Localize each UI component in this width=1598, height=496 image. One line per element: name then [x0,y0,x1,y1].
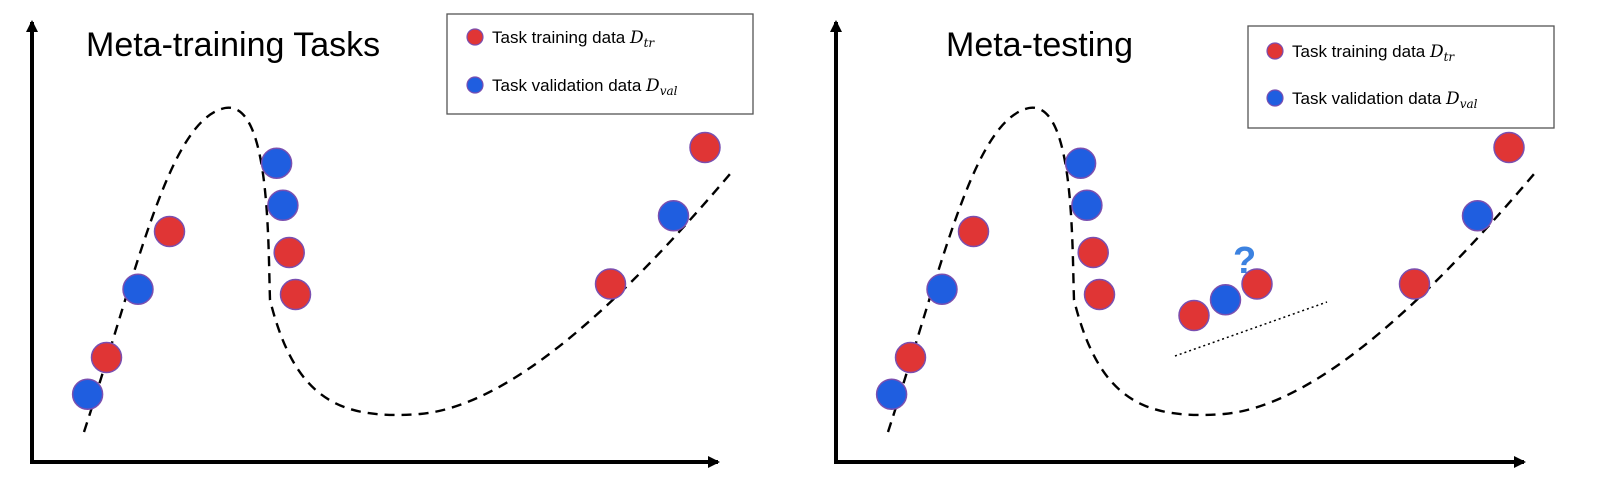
legend-training-text: Task training data Dtr [492,28,655,50]
validation-data-point [875,378,908,410]
validation-data-point [926,273,958,305]
legend-validation-text: Task validation data Dval [492,76,678,98]
training-data-point [894,341,927,374]
validation-data-point [267,189,299,221]
training-data-point [90,341,123,374]
legend-validation-text: Task validation data Dval [1292,89,1478,111]
validation-data-point [1209,284,1242,316]
training-data-point [1398,268,1431,300]
training-data-point [689,131,721,164]
training-data-point [1178,299,1210,332]
query-task-fit-line [1174,301,1328,357]
legend-training-marker [1266,42,1284,60]
validation-data-point [657,200,690,232]
training-data-point [279,278,312,311]
validation-data-point [1071,189,1103,221]
legend: Task training data Dtr Task validation d… [1247,25,1555,129]
legend: Task training data Dtr Task validation d… [446,13,754,115]
panel-title: Meta-testing [946,26,1133,64]
task-curve [886,106,1535,433]
validation-data-point [122,273,154,305]
query-task-points [1178,268,1273,332]
legend-training-text: Task training data Dtr [1292,42,1455,64]
validation-data-point [71,378,104,410]
validation-data-point [1064,147,1097,179]
legend-validation-marker [466,76,484,94]
data-points [875,131,1525,410]
training-data-point [1077,236,1109,269]
data-points [71,131,721,410]
legend-box [1247,25,1555,129]
panel-title: Meta-training Tasks [86,26,380,64]
training-data-point [1241,268,1273,300]
task-curve [82,106,731,433]
training-data-point [153,215,186,248]
legend-validation-marker [1266,89,1284,107]
training-data-point [1493,131,1525,164]
training-data-point [1083,278,1116,311]
validation-data-point [260,147,293,179]
validation-data-point [1461,200,1494,232]
legend-training-marker [466,28,484,46]
legend-box [446,13,754,115]
panel-meta-training: Meta-training Tasks Task training data D… [26,13,754,468]
panel-meta-testing: Meta-testing ? Task training data Dtr Ta… [830,20,1555,468]
training-data-point [957,215,990,248]
training-data-point [594,268,627,300]
training-data-point [273,236,305,269]
